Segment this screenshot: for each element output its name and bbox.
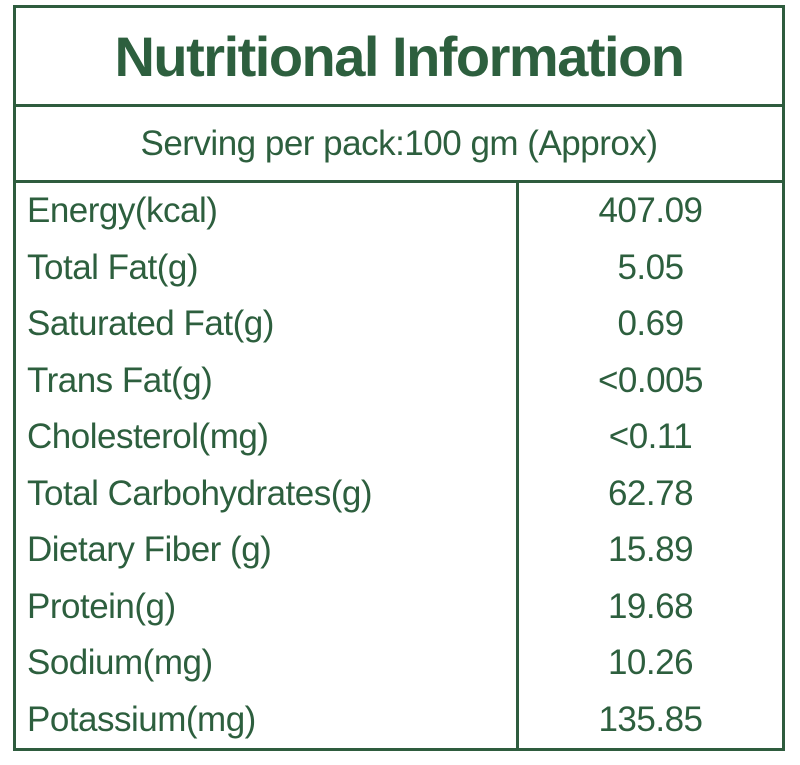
- page-title: Nutritional Information: [114, 24, 685, 88]
- nutrient-name-sodium: Sodium(mg): [27, 643, 213, 683]
- nutrient-value-saturated-fat: 0.69: [617, 304, 684, 344]
- nutrient-value-trans-fat: <0.005: [597, 360, 704, 400]
- serving-section: Serving per pack:100 gm (Approx): [16, 107, 782, 183]
- nutrient-table: Energy(kcal) Total Fat(g) Saturated Fat(…: [16, 183, 782, 748]
- nutrient-name-column: Energy(kcal) Total Fat(g) Saturated Fat(…: [16, 183, 519, 748]
- nutrient-value-column: 407.09 5.05 0.69 <0.005 <0.11 62.78 15.8…: [519, 183, 782, 748]
- nutrient-name-energy: Energy(kcal): [27, 191, 218, 231]
- nutrient-name-cholesterol: Cholesterol(mg): [27, 417, 269, 457]
- nutrient-name-total-fat: Total Fat(g): [27, 247, 199, 287]
- nutrient-value-potassium: 135.85: [598, 699, 703, 739]
- nutrient-value-protein: 19.68: [607, 586, 694, 626]
- nutrient-name-potassium: Potassium(mg): [27, 699, 256, 739]
- nutrition-label: Nutritional Information Serving per pack…: [13, 5, 785, 751]
- nutrient-name-dietary-fiber: Dietary Fiber (g): [27, 530, 272, 570]
- nutrient-value-total-fat: 5.05: [617, 247, 684, 287]
- nutrient-name-protein: Protein(g): [27, 586, 176, 626]
- nutrient-value-sodium: 10.26: [607, 643, 694, 683]
- serving-per-pack-text: Serving per pack:100 gm (Approx): [140, 123, 658, 163]
- nutrient-value-energy: 407.09: [598, 191, 703, 231]
- nutrient-value-carbohydrates: 62.78: [607, 473, 694, 513]
- nutrient-value-dietary-fiber: 15.89: [607, 530, 694, 570]
- nutrient-name-trans-fat: Trans Fat(g): [27, 360, 213, 400]
- nutrient-name-carbohydrates: Total Carbohydrates(g): [27, 473, 373, 513]
- nutrient-value-cholesterol: <0.11: [608, 417, 693, 457]
- title-section: Nutritional Information: [16, 8, 782, 107]
- nutrient-name-saturated-fat: Saturated Fat(g): [27, 304, 274, 344]
